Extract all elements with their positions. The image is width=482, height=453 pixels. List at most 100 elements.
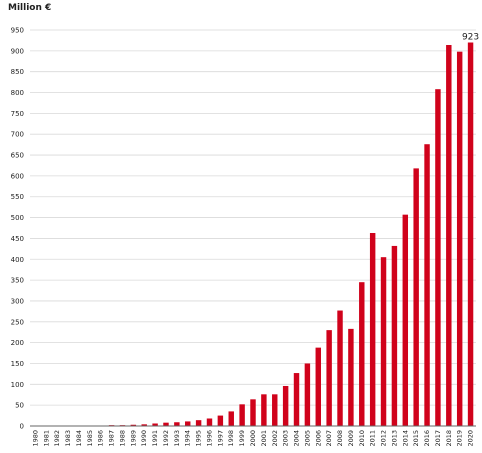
x-tick-label: 1995 [195,430,203,447]
y-tick-label: 50 [15,402,24,410]
bar [435,89,441,426]
x-tick-label: 1992 [162,430,170,447]
y-tick-label: 150 [11,360,24,368]
bar [195,420,202,426]
bar [467,42,474,427]
x-tick-label: 2000 [249,430,257,447]
bar [402,214,409,426]
x-tick-label: 1997 [216,430,224,447]
gridlines [30,29,476,406]
x-tick-label: 1983 [64,430,72,447]
bar [380,257,387,426]
y-axis-ticks: 0 50 100 150 200 250 300 350 400 450 500 550 600 650 7… [11,27,24,431]
y-tick-label: 500 [11,214,24,222]
x-tick-label: 2019 [456,430,464,447]
bar [413,168,419,426]
x-tick-label: 2010 [358,430,366,447]
bar [293,373,300,426]
x-tick-label: 2012 [380,430,388,447]
x-tick-label: 1985 [86,430,94,447]
y-tick-label: 950 [11,27,24,35]
x-tick-label: 1991 [151,430,159,447]
bar [359,282,365,426]
bar [315,347,321,426]
bar [369,233,376,426]
bar [391,245,398,426]
x-tick-label: 1996 [205,430,213,447]
y-tick-label: 450 [11,235,24,243]
bar [446,45,452,426]
y-tick-label: 650 [11,152,24,160]
bar [185,421,191,426]
y-tick-label: 800 [11,89,24,97]
x-tick-label: 2005 [303,430,311,447]
x-tick-label: 2014 [401,430,409,447]
bar [424,144,430,427]
data-label: 923 [462,33,479,43]
y-tick-label: 700 [11,131,24,139]
y-tick-label: 200 [11,339,24,347]
y-tick-label: 750 [11,110,24,118]
x-tick-label: 1994 [184,430,192,447]
x-tick-label: 2015 [412,430,420,447]
x-tick-label: 2009 [347,430,355,447]
bar [206,418,213,426]
bars [97,42,474,427]
x-tick-label: 2001 [260,430,268,447]
x-tick-label: 2011 [369,430,377,447]
bar [326,330,332,426]
x-tick-label: 1987 [108,430,116,447]
bar [250,399,256,426]
x-tick-label: 2018 [445,430,453,447]
y-tick-label: 250 [11,318,24,326]
y-tick-label: 100 [11,381,24,389]
x-tick-label: 1986 [97,430,105,447]
bar [282,385,289,426]
x-tick-label: 1993 [173,430,181,447]
y-tick-label: 350 [11,277,24,285]
y-axis-unit-label: Million € [8,3,51,13]
x-tick-label: 2002 [271,430,279,447]
y-tick-label: 600 [11,172,24,180]
x-tick-label: 1980 [31,430,39,447]
x-tick-label: 2020 [467,430,475,447]
x-tick-label: 2008 [336,430,344,447]
bar [337,310,343,426]
x-tick-label: 2017 [434,430,442,447]
bar [304,363,311,426]
bar [261,394,267,426]
bar [348,328,354,426]
x-tick-label: 1990 [140,430,148,447]
x-axis-ticks: 1980 1981 1982 1983 1984 1985 1986 1987 1988 1989… [31,430,474,447]
y-tick-label: 850 [11,68,24,76]
bar [174,422,180,426]
x-tick-label: 1999 [238,430,246,447]
y-tick-label: 900 [11,47,24,55]
bar [163,422,169,426]
y-tick-label: 300 [11,297,24,305]
bar [239,404,245,426]
x-tick-label: 1984 [75,430,83,447]
y-tick-label: 0 [20,423,24,431]
bar [456,51,463,427]
x-tick-label: 1988 [118,430,126,447]
x-tick-label: 1998 [227,430,235,447]
bar [217,415,224,426]
x-tick-label: 2016 [423,430,431,447]
y-tick-label: 550 [11,193,24,201]
x-tick-label: 2006 [314,430,322,447]
y-tick-label: 400 [11,256,24,264]
x-tick-label: 1989 [129,430,137,447]
bar [141,424,147,426]
x-tick-label: 1982 [53,430,61,447]
bar [130,424,137,426]
bar [152,423,158,426]
x-tick-label: 2003 [282,430,290,447]
bar [272,394,278,426]
bar [228,411,234,426]
x-tick-label: 2007 [325,430,333,447]
x-tick-label: 1981 [42,430,50,447]
data-labels: 923 [462,33,479,43]
x-tick-label: 2013 [390,430,398,447]
